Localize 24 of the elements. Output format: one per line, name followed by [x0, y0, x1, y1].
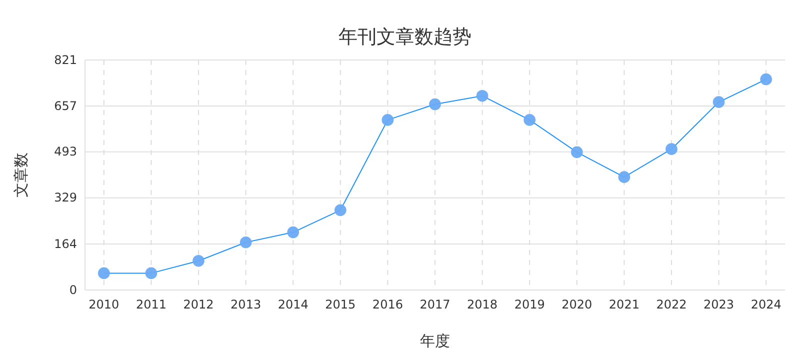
x-tick-label: 2016: [372, 298, 403, 312]
x-tick-label: 2012: [183, 298, 214, 312]
x-tick-label: 2013: [230, 298, 262, 312]
x-tick-label: 2024: [750, 298, 782, 312]
x-tick-label: 2022: [656, 298, 687, 312]
y-tick-label: 493: [54, 144, 77, 159]
y-tick-label: 657: [54, 98, 77, 113]
y-tick-label: 0: [69, 282, 77, 297]
x-tick-label: 2023: [704, 298, 734, 312]
y-tick-label: 821: [54, 52, 77, 67]
x-tick-label: 2014: [278, 298, 308, 312]
x-tick-label: 2018: [467, 298, 498, 312]
x-tick-label: 2010: [88, 298, 120, 312]
x-axis-title: 年度: [420, 332, 450, 350]
x-tick-label: 2021: [608, 298, 640, 312]
x-tick-label: 2019: [514, 298, 545, 312]
x-tick-label: 2011: [136, 298, 166, 312]
y-tick-label: 164: [54, 236, 77, 251]
x-tick-label: 2020: [562, 298, 592, 312]
x-tick-label: 2015: [325, 298, 356, 312]
chart-title: 年刊文章数趋势: [338, 26, 472, 48]
y-tick-label: 329: [54, 190, 77, 205]
y-axis-title: 文章数: [12, 152, 30, 198]
x-tick-label: 2017: [420, 298, 450, 312]
